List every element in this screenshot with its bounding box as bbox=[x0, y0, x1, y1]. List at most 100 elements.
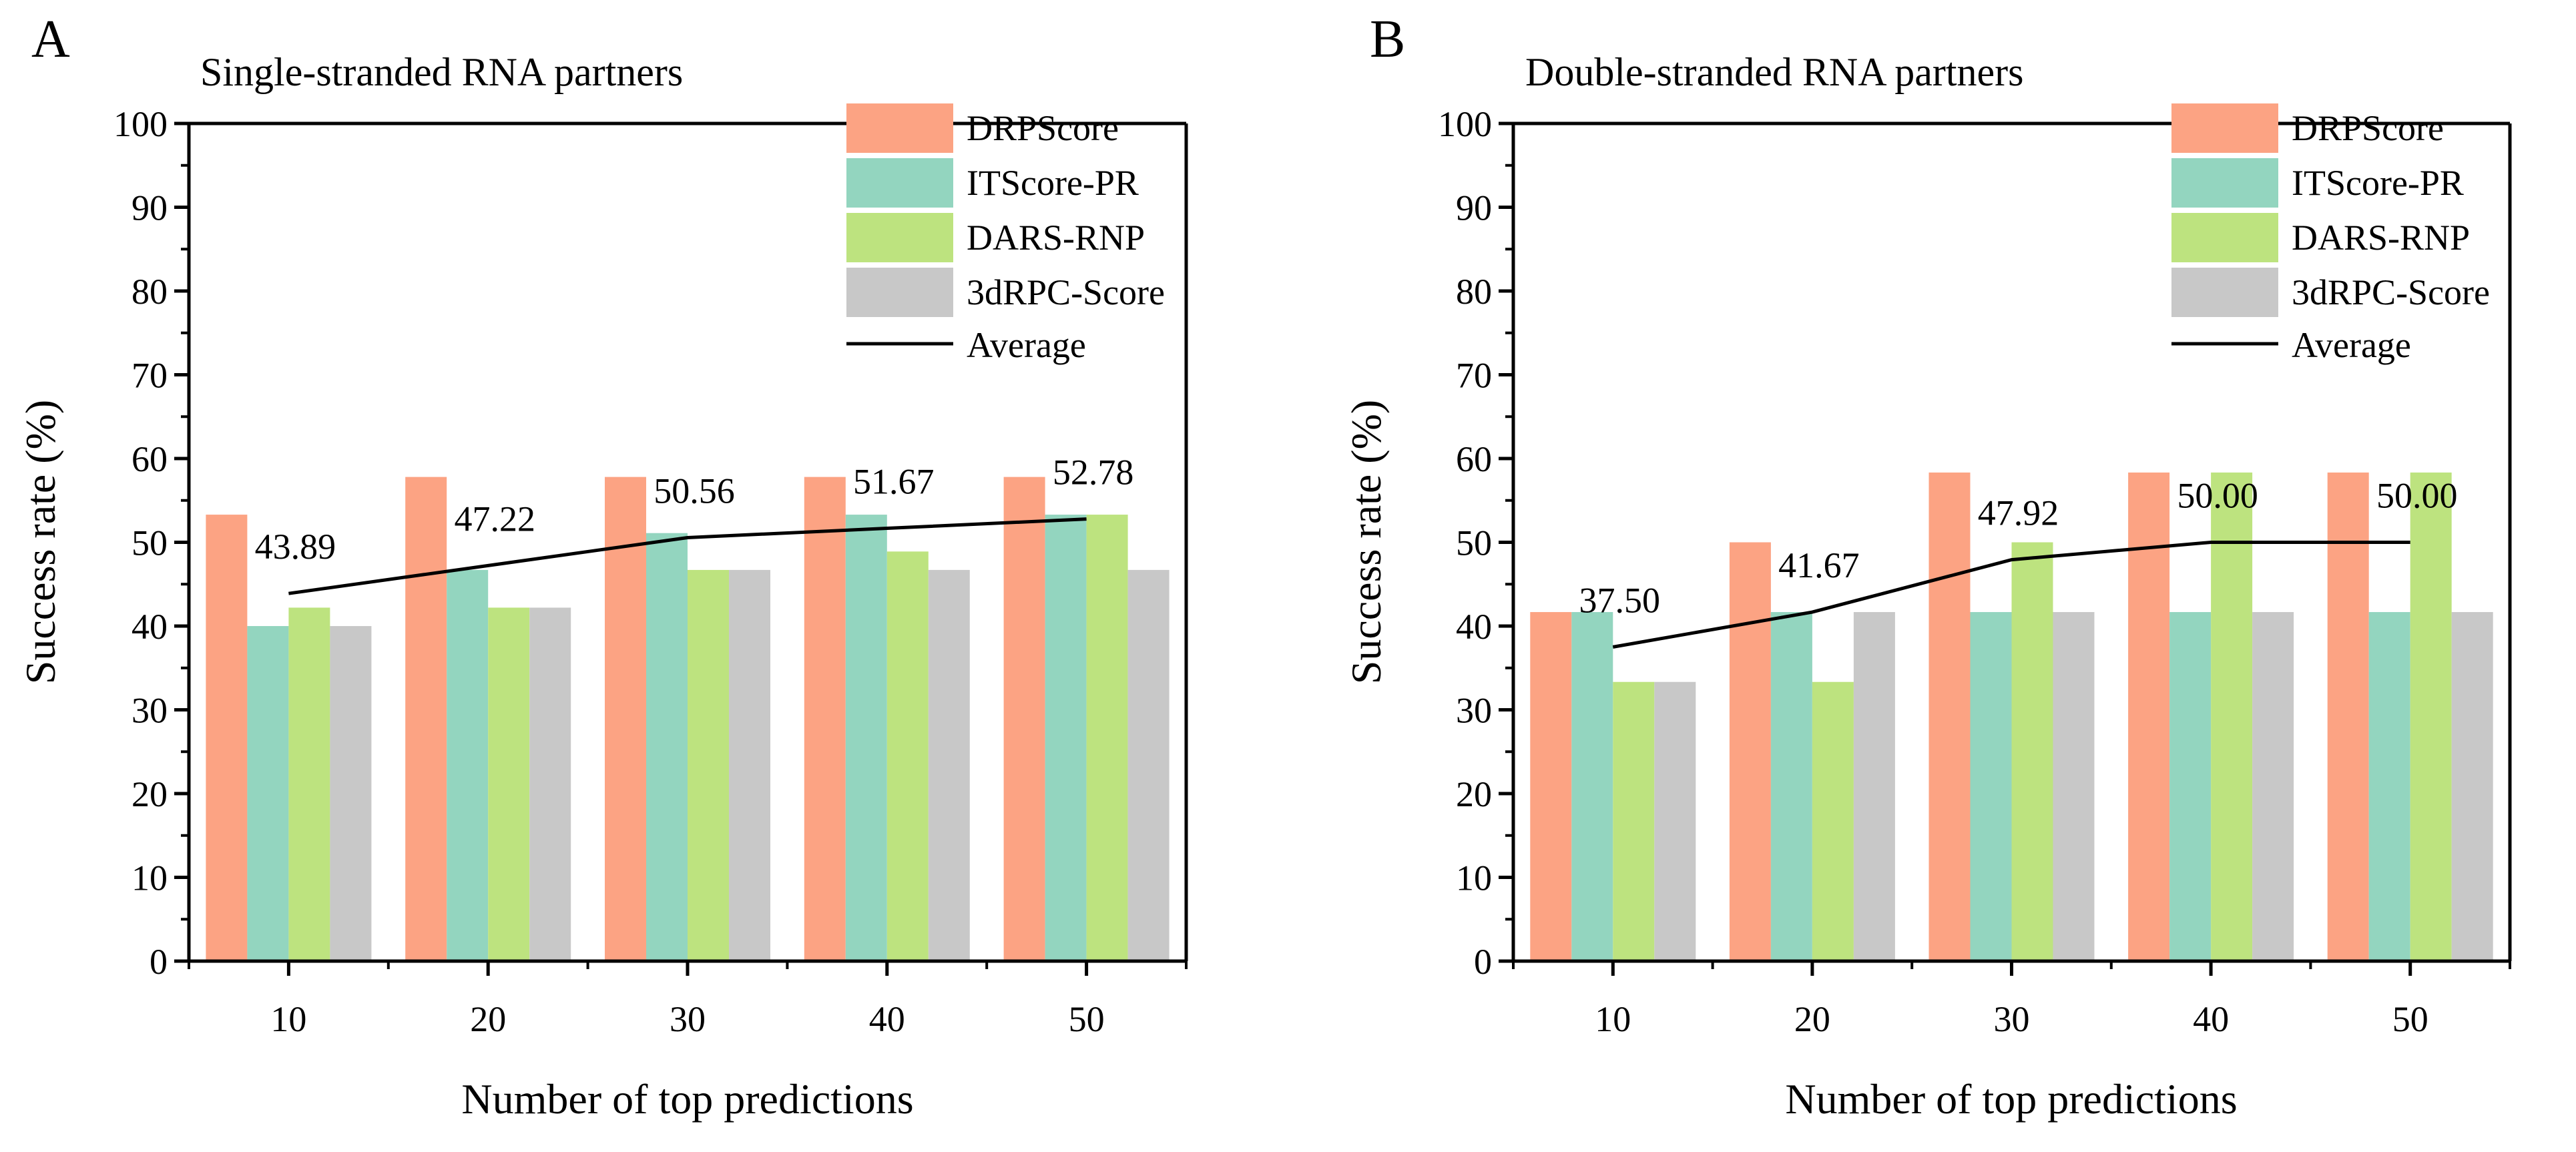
y-tick-label: 10 bbox=[1456, 858, 1492, 898]
panel-label: B bbox=[1370, 10, 1405, 69]
legend-swatch bbox=[2171, 158, 2278, 208]
bar-drpscore-30 bbox=[1928, 472, 1971, 961]
panel-label: A bbox=[31, 10, 70, 69]
legend-label: DARS-RNP bbox=[967, 218, 1145, 258]
bar-itscore-pr-30 bbox=[646, 533, 688, 961]
bar-dars-rnp-30 bbox=[2011, 542, 2053, 961]
x-tick-label: 40 bbox=[869, 999, 905, 1039]
y-tick-label: 80 bbox=[1456, 272, 1492, 312]
legend-label: 3dRPC-Score bbox=[2292, 272, 2490, 312]
bar-3drpc-score-40 bbox=[2252, 612, 2294, 961]
y-tick-label: 60 bbox=[132, 439, 168, 479]
average-data-label: 50.00 bbox=[2177, 476, 2258, 516]
bar-dars-rnp-40 bbox=[2211, 472, 2253, 961]
legend-swatch bbox=[2171, 268, 2278, 317]
bar-dars-rnp-10 bbox=[288, 607, 330, 961]
legend: DRPScore ITScore-PR DARS-RNP 3dRPC-Score Ave… bbox=[846, 103, 1165, 365]
y-axis-label: Success rate (%) bbox=[1342, 400, 1390, 684]
bar-drpscore-40 bbox=[2128, 472, 2170, 961]
bar-3drpc-score-50 bbox=[1127, 569, 1170, 961]
bar-itscore-pr-30 bbox=[1970, 612, 2012, 961]
chart-title: Double-stranded RNA partners bbox=[1525, 50, 2023, 94]
bar-itscore-pr-20 bbox=[447, 569, 489, 961]
y-tick-label: 90 bbox=[132, 188, 168, 228]
y-tick-label: 30 bbox=[132, 691, 168, 731]
legend-swatch bbox=[846, 158, 953, 208]
legend-label: Average bbox=[967, 325, 1086, 365]
y-tick-label: 70 bbox=[1456, 356, 1492, 396]
average-line bbox=[1612, 541, 2410, 649]
bar-itscore-pr-40 bbox=[845, 515, 887, 961]
y-tick-label: 90 bbox=[1456, 188, 1492, 228]
x-tick-label: 20 bbox=[470, 999, 506, 1039]
x-tick-label: 50 bbox=[2392, 999, 2428, 1039]
x-tick-label: 30 bbox=[1994, 999, 2030, 1039]
chart-panel-a: 43.89 47.22 50.56 51.67 52.78 0 10 20 30 40 50 60 70… bbox=[17, 10, 1188, 1123]
bar-itscore-pr-10 bbox=[1571, 612, 1613, 961]
legend-swatch bbox=[2171, 213, 2278, 262]
y-axis-label: Success rate (%) bbox=[17, 400, 64, 684]
y-tick-label: 80 bbox=[132, 272, 168, 312]
bar-drpscore-10 bbox=[206, 515, 248, 961]
legend-label: ITScore-PR bbox=[967, 163, 1139, 203]
chart-panel-b: 37.50 41.67 47.92 50.00 50.00 0 10 20 30 40 50 60 70… bbox=[1342, 10, 2512, 1123]
x-tick-label: 30 bbox=[670, 999, 706, 1039]
bar-drpscore-50 bbox=[1003, 477, 1045, 961]
y-tick-label: 40 bbox=[1456, 607, 1492, 647]
y-tick-label: 20 bbox=[1456, 774, 1492, 814]
x-tick-label: 40 bbox=[2193, 999, 2229, 1039]
legend-swatch bbox=[846, 268, 953, 317]
y-tick-label: 30 bbox=[1456, 691, 1492, 731]
x-tick-label: 10 bbox=[1595, 999, 1631, 1039]
bar-3drpc-score-20 bbox=[1853, 612, 1895, 961]
bar-3drpc-score-20 bbox=[529, 607, 571, 961]
y-tick-label: 40 bbox=[132, 607, 168, 647]
bar-drpscore-30 bbox=[605, 477, 646, 961]
bar-drpscore-20 bbox=[1729, 542, 1771, 961]
x-axis-label: Number of top predictions bbox=[461, 1075, 913, 1123]
legend-label: ITScore-PR bbox=[2292, 163, 2464, 203]
y-tick-label: 70 bbox=[132, 356, 168, 396]
average-data-label: 41.67 bbox=[1778, 545, 1860, 585]
average-data-label: 52.78 bbox=[1053, 453, 1134, 493]
bar-dars-rnp-20 bbox=[488, 607, 530, 961]
average-data-label: 50.00 bbox=[2376, 476, 2458, 516]
y-tick-label: 10 bbox=[132, 858, 168, 898]
bar-drpscore-40 bbox=[804, 477, 846, 961]
legend-swatch bbox=[2171, 103, 2278, 153]
y-tick-label: 100 bbox=[1438, 104, 1492, 144]
legend-swatch bbox=[846, 103, 953, 153]
y-tick-label: 50 bbox=[1456, 523, 1492, 563]
bar-dars-rnp-50 bbox=[2410, 472, 2452, 961]
legend: DRPScore ITScore-PR DARS-RNP 3dRPC-Score Ave… bbox=[2171, 103, 2490, 365]
bar-dars-rnp-20 bbox=[1812, 681, 1854, 961]
bar-3drpc-score-40 bbox=[928, 569, 970, 961]
bar-itscore-pr-10 bbox=[247, 626, 289, 961]
average-data-label: 47.22 bbox=[454, 499, 535, 539]
bar-dars-rnp-10 bbox=[1613, 681, 1655, 961]
y-tick-label: 0 bbox=[150, 942, 168, 982]
average-data-label: 51.67 bbox=[853, 462, 935, 502]
average-data-label: 50.56 bbox=[654, 471, 735, 511]
average-data-label: 37.50 bbox=[1579, 580, 1661, 620]
average-data-label: 47.92 bbox=[1978, 493, 2059, 533]
legend-label: 3dRPC-Score bbox=[967, 272, 1165, 312]
legend-label: DRPScore bbox=[2292, 108, 2444, 148]
average-data-label: 43.89 bbox=[255, 527, 336, 567]
bar-itscore-pr-20 bbox=[1770, 612, 1812, 961]
x-tick-label: 10 bbox=[270, 999, 306, 1039]
bar-drpscore-20 bbox=[405, 477, 447, 961]
y-tick-label: 60 bbox=[1456, 439, 1492, 479]
y-tick-label: 0 bbox=[1474, 942, 1492, 982]
x-axis-label: Number of top predictions bbox=[1785, 1075, 2237, 1123]
bar-drpscore-50 bbox=[2327, 472, 2369, 961]
bar-3drpc-score-10 bbox=[330, 626, 372, 961]
legend-label: Average bbox=[2292, 325, 2411, 365]
x-tick-label: 20 bbox=[1794, 999, 1830, 1039]
bar-3drpc-score-50 bbox=[2451, 612, 2493, 961]
y-tick-label: 100 bbox=[113, 104, 168, 144]
bar-dars-rnp-30 bbox=[688, 569, 729, 961]
bar-3drpc-score-10 bbox=[1654, 681, 1696, 961]
chart-title: Single-stranded RNA partners bbox=[200, 50, 683, 94]
